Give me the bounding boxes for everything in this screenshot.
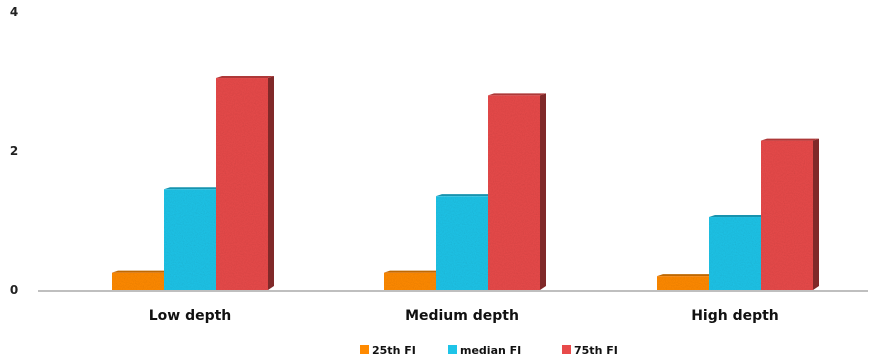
- category-label: Low depth: [149, 308, 232, 324]
- bar: [384, 270, 442, 290]
- y-tick-label: 0: [10, 283, 18, 297]
- bar: [761, 138, 819, 290]
- legend-item: median FI: [448, 344, 521, 357]
- y-tick-label: 4: [10, 5, 18, 19]
- bar-front: [436, 196, 488, 290]
- bar: [216, 76, 274, 291]
- legend-label: 75th FI: [574, 344, 618, 357]
- bar-top: [761, 138, 819, 141]
- bar-top: [216, 76, 274, 79]
- bar-top: [657, 274, 715, 277]
- bar-front: [488, 95, 540, 291]
- bar-top: [488, 93, 546, 96]
- bar: [164, 187, 222, 290]
- y-tick-label: 2: [10, 144, 18, 158]
- bar-side: [540, 93, 546, 291]
- bar-front: [216, 78, 268, 291]
- legend-item: 75th FI: [562, 344, 618, 357]
- legend-label: 25th FI: [372, 344, 416, 357]
- bar-front: [761, 140, 813, 290]
- bar-front: [657, 276, 709, 290]
- bar-front: [709, 217, 761, 290]
- bar-side: [813, 138, 819, 290]
- category-label: High depth: [691, 308, 779, 324]
- bar: [657, 274, 715, 290]
- bar-top: [112, 270, 170, 273]
- bar-side: [268, 76, 274, 291]
- legend-label: median FI: [460, 344, 521, 357]
- bar-front: [112, 272, 164, 290]
- legend-swatch: [562, 345, 571, 354]
- bar-front: [164, 189, 216, 290]
- category-label: Medium depth: [405, 308, 519, 324]
- bar: [436, 194, 494, 290]
- bar-top: [384, 270, 442, 273]
- legend-swatch: [448, 345, 457, 354]
- bar-front: [384, 272, 436, 290]
- bar: [112, 270, 170, 290]
- bar: [488, 93, 546, 291]
- bar-top: [164, 187, 222, 190]
- bar: [709, 215, 767, 290]
- legend-item: 25th FI: [360, 344, 416, 357]
- bar-top: [436, 194, 494, 197]
- legend-swatch: [360, 345, 369, 354]
- bar-top: [709, 215, 767, 218]
